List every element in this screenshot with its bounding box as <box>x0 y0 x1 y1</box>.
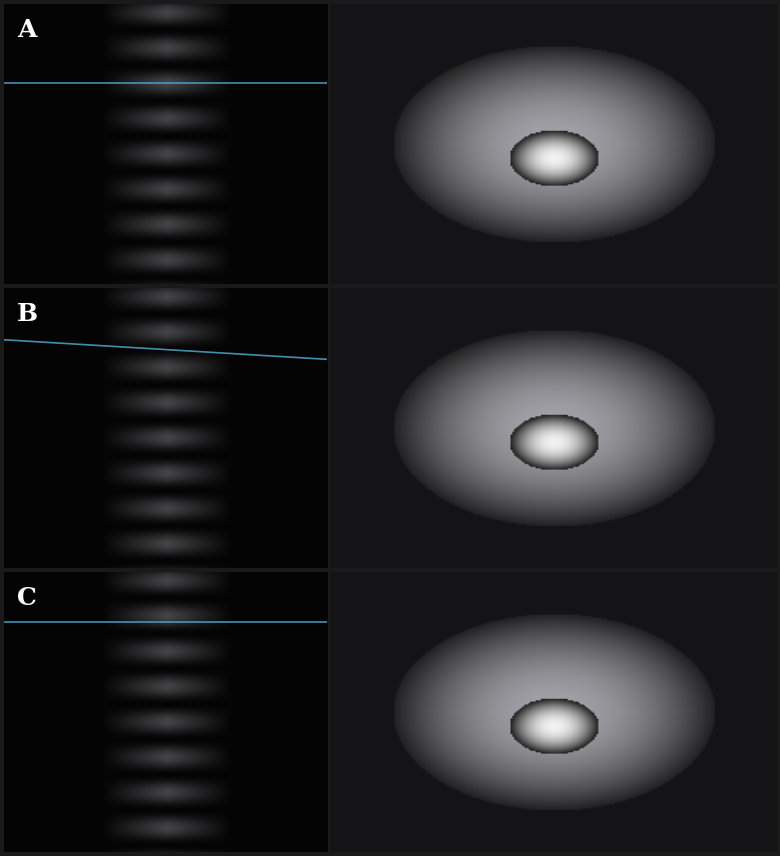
Text: A: A <box>17 18 37 42</box>
Text: C: C <box>17 586 37 609</box>
Text: B: B <box>17 302 38 326</box>
